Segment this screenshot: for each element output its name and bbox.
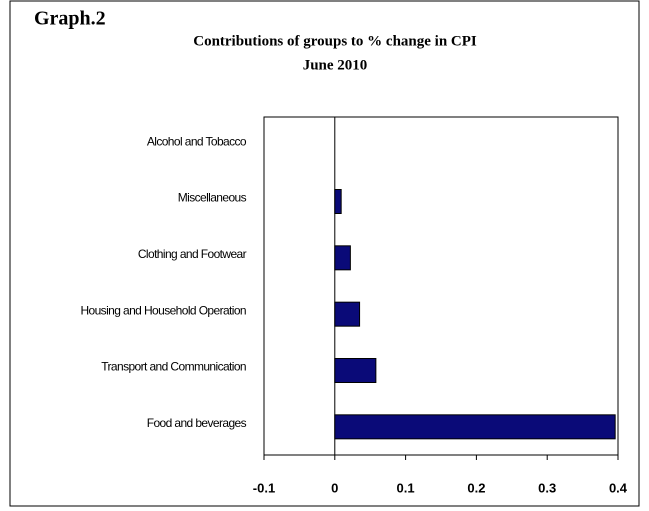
y-tick-label: Alcohol and Tobacco [147,134,247,148]
bar [334,301,361,327]
x-tick-label: 0.3 [538,480,556,495]
x-tick-label: 0.1 [397,480,415,495]
frame [9,0,640,507]
bar [334,414,616,440]
x-tick-label: 0.4 [609,480,628,495]
x-tick-label: 0 [331,480,338,495]
y-tick-label: Housing and Household Operation [80,303,246,317]
chart-subtitle: June 2010 [303,57,368,73]
y-tick-label: Miscellaneous [178,191,247,205]
graph-label: Graph.2 [34,8,106,30]
y-tick-label: Food and beverages [147,416,247,430]
bar [334,358,377,383]
x-tick-label: 0.2 [467,480,485,495]
x-tick-label: -0.1 [253,480,275,495]
bar [334,189,342,214]
y-tick-label: Transport and Communication [101,360,246,374]
bar [334,245,351,271]
chart-title: Contributions of groups to % change in C… [193,33,477,49]
y-tick-label: Clothing and Footwear [138,247,247,261]
plot-area [263,116,619,456]
